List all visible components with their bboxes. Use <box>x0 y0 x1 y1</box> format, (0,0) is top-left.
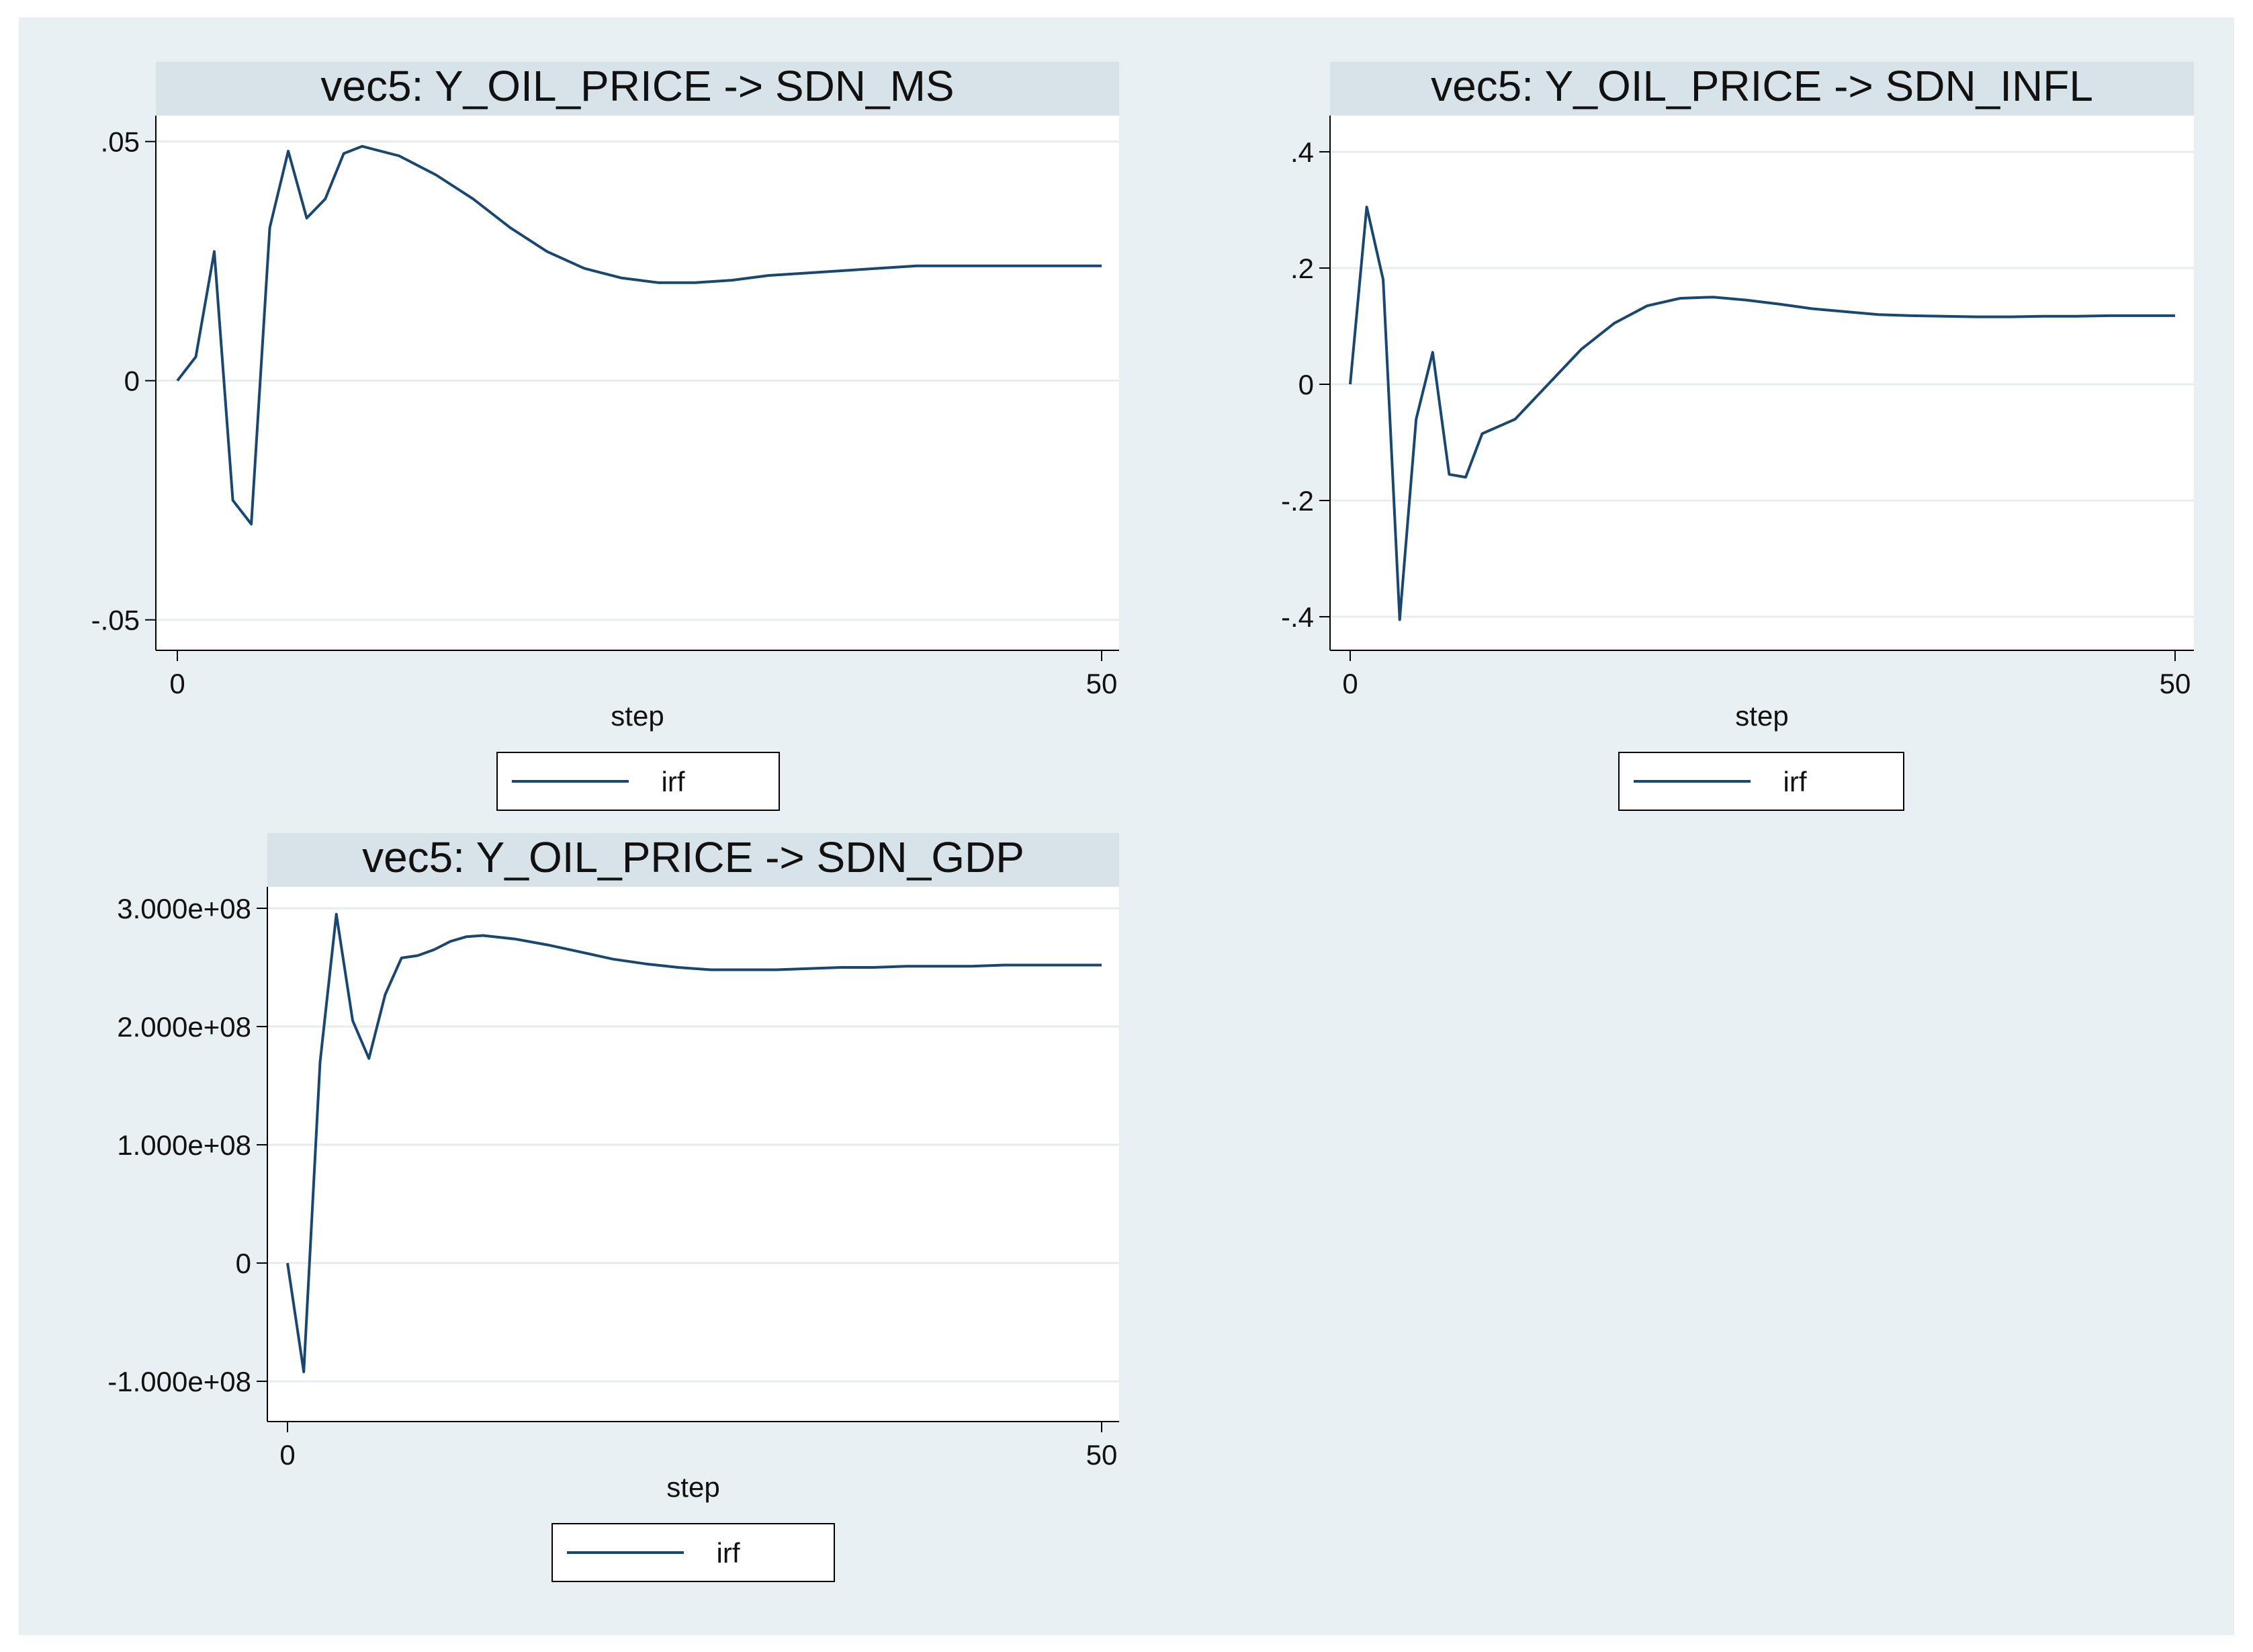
chart-panel-2: vec5: Y_OIL_PRICE -> SDN_INFL .4 .2 0 -.2 -.4… <box>1281 62 2194 811</box>
y-tick-label: .2 <box>1290 253 1314 284</box>
x-axis-title: step <box>611 700 664 732</box>
legend: irf <box>551 1523 835 1582</box>
chart-title: vec5: Y_OIL_PRICE -> SDN_GDP <box>362 833 1024 881</box>
y-tick-label: -.2 <box>1281 485 1314 517</box>
x-axis-title: step <box>1735 700 1788 732</box>
plot-area <box>1330 116 2194 650</box>
x-tick-label: 50 <box>1086 1439 1118 1471</box>
y-tick-label: 2.000e+08 <box>117 1011 251 1043</box>
x-axis-title: step <box>666 1471 719 1503</box>
series-line-irf <box>1349 206 2175 621</box>
legend-label: irf <box>717 1537 740 1569</box>
chart-title-band <box>267 833 1119 887</box>
y-tick-label: -.4 <box>1281 601 1314 633</box>
y-tick-label: 3.000e+08 <box>117 893 251 924</box>
x-tick-label: 50 <box>1086 668 1118 699</box>
chart-title: vec5: Y_OIL_PRICE -> SDN_MS <box>320 62 954 110</box>
x-tick-label: 0 <box>169 668 185 699</box>
chart-title-band <box>1330 62 2194 116</box>
x-tick-label: 0 <box>279 1439 295 1471</box>
y-tick-label: .05 <box>101 126 140 158</box>
y-tick-label: 0 <box>124 365 140 397</box>
plot-area <box>267 887 1119 1422</box>
legend: irf <box>1618 752 1904 811</box>
chart-title: vec5: Y_OIL_PRICE -> SDN_INFL <box>1431 62 2093 110</box>
y-tick-label: .4 <box>1290 136 1314 168</box>
series-line-irf <box>286 912 1102 1373</box>
chart-panel-1: vec5: Y_OIL_PRICE -> SDN_MS .05 0 -.05 0 50 st… <box>91 62 1119 811</box>
plot-area <box>156 116 1119 650</box>
x-tick-label: 50 <box>2160 668 2191 699</box>
legend-box <box>1618 752 1904 811</box>
series-line-irf <box>176 144 1102 526</box>
chart-title-band <box>156 62 1119 116</box>
y-tick-label: -1.000e+08 <box>107 1366 251 1397</box>
legend-label: irf <box>1783 766 1807 797</box>
panels: vec5: Y_OIL_PRICE -> SDN_MS .05 0 -.05 0 50 st… <box>91 62 2194 1582</box>
legend-label: irf <box>662 766 685 797</box>
y-tick-label: 0 <box>236 1248 251 1279</box>
legend: irf <box>496 752 780 811</box>
y-tick-label: -.05 <box>91 605 140 636</box>
chart-panel-3: vec5: Y_OIL_PRICE -> SDN_GDP 3.000e+08 2.0… <box>107 833 1119 1582</box>
y-tick-label: 1.000e+08 <box>117 1129 251 1161</box>
y-tick-label: 0 <box>1298 369 1314 400</box>
x-tick-label: 0 <box>1342 668 1358 699</box>
